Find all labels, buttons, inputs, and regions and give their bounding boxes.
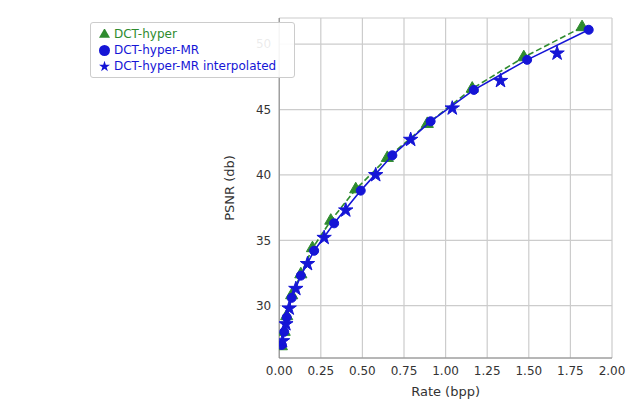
svg-text:45: 45 <box>256 103 271 117</box>
svg-text:PSNR (db): PSNR (db) <box>222 155 237 221</box>
svg-text:1.50: 1.50 <box>515 364 542 378</box>
svg-text:0.50: 0.50 <box>349 364 376 378</box>
svg-text:1.25: 1.25 <box>474 364 501 378</box>
svg-text:0.25: 0.25 <box>307 364 334 378</box>
svg-text:0.00: 0.00 <box>266 364 293 378</box>
svg-text:35: 35 <box>256 234 271 248</box>
svg-text:Rate (bpp): Rate (bpp) <box>411 384 480 399</box>
svg-text:2.00: 2.00 <box>599 364 626 378</box>
svg-text:30: 30 <box>256 299 271 313</box>
svg-text:1.75: 1.75 <box>557 364 584 378</box>
svg-text:0.75: 0.75 <box>391 364 418 378</box>
html-text:DCT-hyper-MR interpolated: DCT-hyper-MR interpolated <box>114 59 277 73</box>
svg-text:50: 50 <box>256 37 271 51</box>
html-text:DCT-hyper: DCT-hyper <box>114 27 177 41</box>
html-text:DCT-hyper-MR: DCT-hyper-MR <box>114 43 200 57</box>
svg-text:1.00: 1.00 <box>432 364 459 378</box>
svg-text:40: 40 <box>256 168 271 182</box>
